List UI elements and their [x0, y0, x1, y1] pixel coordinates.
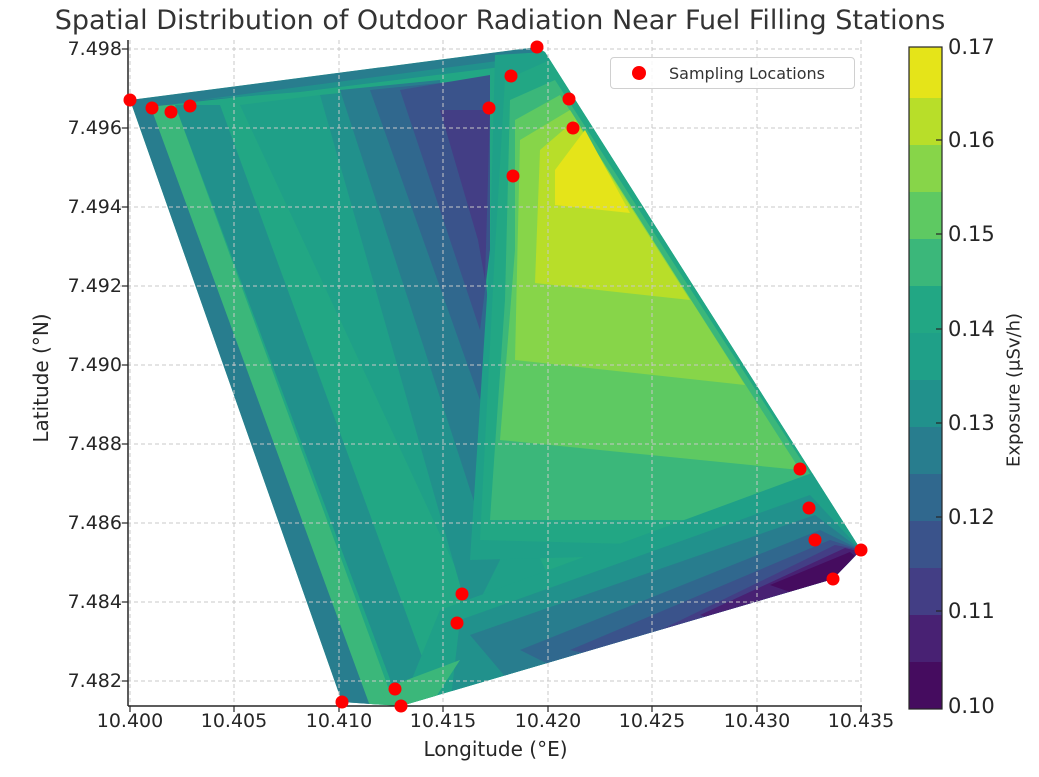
y-tick-label: 7.482: [67, 670, 122, 692]
axes: [127, 40, 862, 707]
y-tick-label: 7.498: [67, 38, 122, 60]
y-tick-label: 7.490: [67, 354, 122, 376]
colorbar-label: Exposure (µSv/h): [1003, 312, 1025, 468]
colorbar-tick-label: 0.16: [948, 128, 995, 152]
x-tick-label: 10.435: [827, 710, 895, 732]
grid-lines: [120, 40, 862, 706]
colorbar: [908, 46, 943, 710]
legend-marker-icon: [632, 66, 646, 80]
y-tick-label: 7.486: [67, 512, 122, 534]
colorbar-tick-label: 0.14: [948, 317, 995, 341]
colorbar-tick-label: 0.13: [948, 411, 995, 435]
y-tick-label: 7.496: [67, 117, 122, 139]
chart-title: Spatial Distribution of Outdoor Radiatio…: [54, 5, 946, 36]
x-tick-label: 10.430: [723, 710, 791, 732]
colorbar-tick-label: 0.17: [948, 35, 995, 59]
y-tick-label: 7.494: [67, 196, 122, 218]
y-axis-label: Latitude (°N): [29, 313, 53, 443]
y-tick-label: 7.492: [67, 275, 122, 297]
colorbar-tick-label: 0.10: [948, 694, 995, 718]
x-tick-label: 10.425: [618, 710, 686, 732]
y-tick-label: 7.488: [67, 433, 122, 455]
legend: Sampling Locations: [610, 57, 855, 89]
x-tick-label: 10.400: [96, 710, 164, 732]
sampling-points: [123, 40, 868, 713]
x-axis-label: Longitude (°E): [423, 737, 568, 761]
y-tick-label: 7.484: [67, 591, 122, 613]
x-tick-label: 10.415: [409, 710, 477, 732]
x-tick-label: 10.405: [200, 710, 268, 732]
x-tick-label: 10.410: [305, 710, 373, 732]
colorbar-tick-label: 0.12: [948, 505, 995, 529]
colorbar-tick-label: 0.11: [948, 599, 995, 623]
x-tick-label: 10.420: [514, 710, 582, 732]
colorbar-tick-label: 0.15: [948, 222, 995, 246]
legend-label: Sampling Locations: [669, 63, 825, 83]
